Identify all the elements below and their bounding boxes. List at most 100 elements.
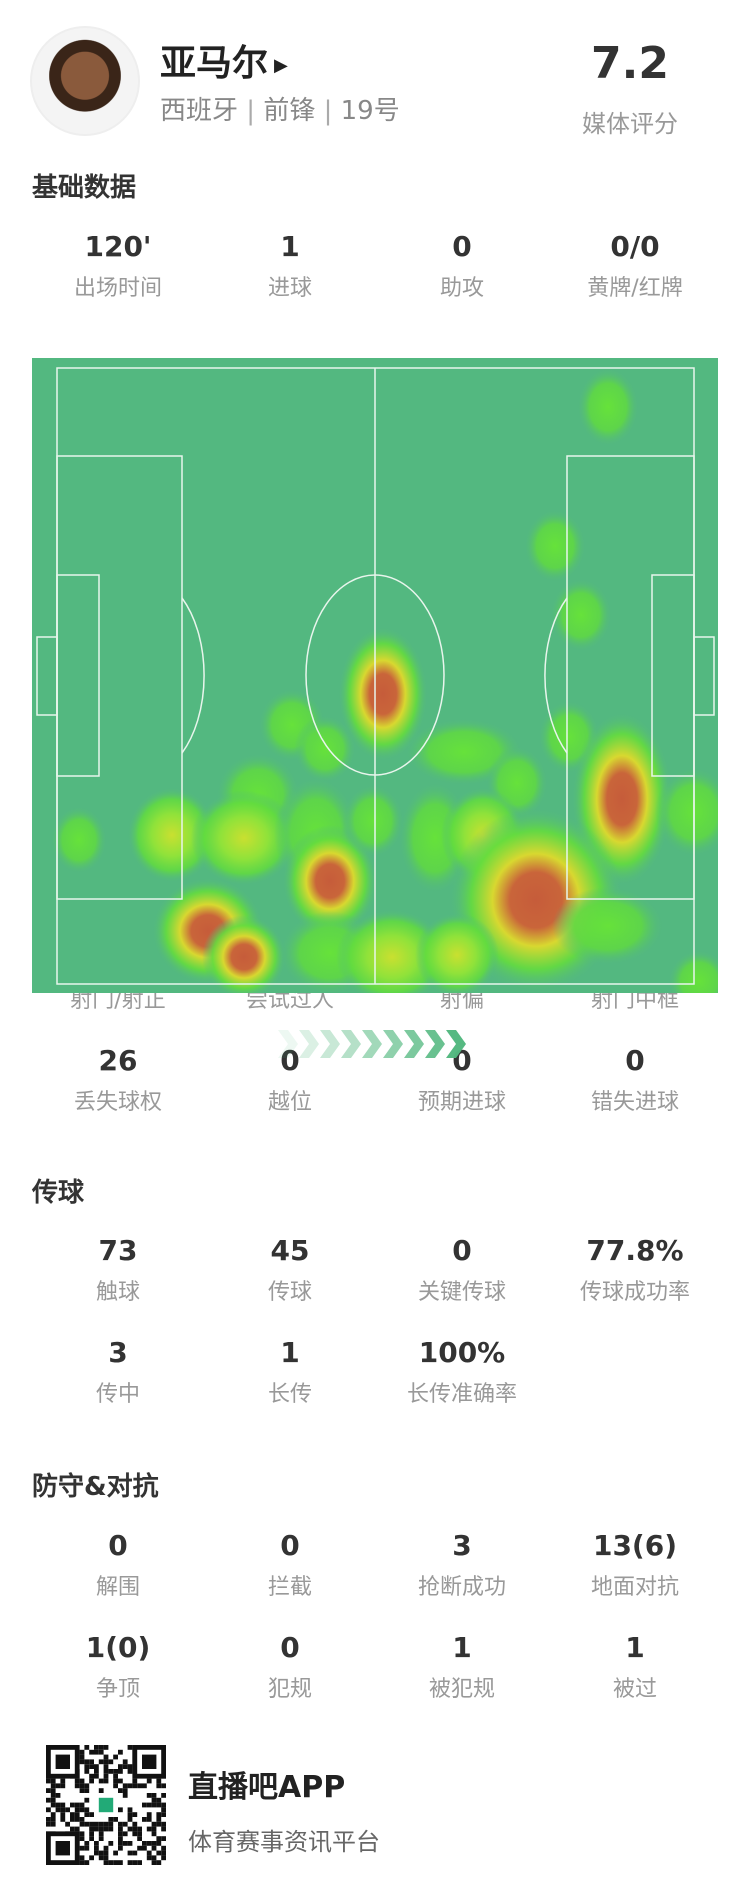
stat-label: 解围	[95, 1575, 140, 1600]
stat-item: 77.8% 传球成功率	[540, 1234, 730, 1306]
stat-label: 传中	[95, 1382, 140, 1407]
stat-label: 地面对抗	[590, 1575, 679, 1600]
stat-label: 出场时间	[73, 276, 162, 301]
position: 前锋	[263, 96, 316, 126]
heat-spot	[51, 806, 107, 874]
player-name-link[interactable]: 亚马尔 ▶	[160, 34, 288, 86]
app-name: 直播吧APP	[188, 1770, 346, 1805]
stat-item: 120' 出场时间	[23, 230, 213, 302]
heat-spot	[127, 787, 217, 883]
stat-label: 黄牌/红牌	[587, 276, 683, 301]
chevron-icon	[341, 1030, 361, 1058]
stat-value: 77.8%	[586, 1234, 684, 1267]
stat-label: 拦截	[267, 1575, 312, 1600]
stat-item: 0 关键传球	[367, 1234, 557, 1306]
qr-code	[46, 1745, 166, 1865]
country: 西班牙	[160, 96, 239, 126]
heat-spot	[550, 578, 612, 652]
stat-value: 0	[625, 1044, 645, 1077]
rating-label: 媒体评分	[582, 110, 678, 138]
stat-label: 犯规	[267, 1677, 312, 1702]
stat-item: 100% 长传准确率	[367, 1336, 557, 1408]
stat-value: 0	[452, 1234, 472, 1267]
pitch-lines	[36, 367, 715, 985]
stat-value: 0	[280, 1529, 300, 1562]
stat-value: 3	[452, 1529, 472, 1562]
app-slogan: 体育赛事资讯平台	[188, 1828, 380, 1856]
chevron-icon	[404, 1030, 424, 1058]
chevron-icon	[362, 1030, 382, 1058]
stat-label: 丢失球权	[73, 1090, 162, 1115]
stat-item: 0 犯规	[195, 1631, 385, 1703]
stat-value: 1(0)	[85, 1631, 151, 1664]
heat-spot	[282, 825, 378, 937]
section-title: 传球	[32, 1178, 85, 1208]
heat-spot	[415, 913, 499, 993]
stat-value: 1	[625, 1631, 645, 1664]
stat-item: 0 越位	[195, 1044, 385, 1116]
stat-label: 争顶	[95, 1677, 140, 1702]
chevron-icon	[425, 1030, 445, 1058]
stat-label: 长传准确率	[406, 1382, 517, 1407]
stat-value: 1	[280, 230, 300, 263]
stat-item: 0/0 黄牌/红牌	[540, 230, 730, 302]
stat-item: 1(0) 争顶	[23, 1631, 213, 1703]
stat-label: 越位	[267, 1090, 312, 1115]
heat-spot	[577, 367, 639, 447]
stat-value: 1	[280, 1336, 300, 1369]
avatar	[30, 26, 140, 136]
rating-value: 7.2	[591, 38, 669, 89]
stat-label: 长传	[267, 1382, 312, 1407]
chevron-icon	[278, 1030, 298, 1058]
stat-value: 3	[108, 1336, 128, 1369]
stat-label: 传球成功率	[579, 1280, 690, 1305]
stat-label: 触球	[95, 1280, 140, 1305]
stat-item: 73 触球	[23, 1234, 213, 1306]
stat-item: 0 助攻	[367, 230, 557, 302]
stat-label: 预期进球	[417, 1090, 506, 1115]
stat-label: 被犯规	[428, 1677, 495, 1702]
stat-label: 传球	[267, 1280, 312, 1305]
stat-value: 45	[270, 1234, 310, 1267]
stat-item: 3 传中	[23, 1336, 213, 1408]
stat-value: 100%	[418, 1336, 506, 1369]
stat-item: 1 被过	[540, 1631, 730, 1703]
player-info: 西班牙 | 前锋 | 19号	[160, 96, 400, 126]
stat-label: 被过	[612, 1677, 657, 1702]
stat-item: 26 丢失球权	[23, 1044, 213, 1116]
section-title: 防守&对抗	[32, 1472, 159, 1502]
stat-item: 0 解围	[23, 1529, 213, 1601]
shirt-number: 19号	[340, 96, 400, 126]
player-name: 亚马尔	[160, 43, 269, 84]
stat-value: 0	[280, 1044, 300, 1077]
stat-item: 1 被犯规	[367, 1631, 557, 1703]
heat-spot	[338, 626, 428, 762]
stat-item: 0 错失进球	[540, 1044, 730, 1116]
heat-spot	[202, 915, 286, 993]
stat-label: 助攻	[439, 276, 484, 301]
stat-value: 73	[98, 1234, 138, 1267]
stat-value: 1	[452, 1631, 472, 1664]
stat-item: 3 抢断成功	[367, 1529, 557, 1601]
heat-spot	[668, 950, 718, 993]
stat-value: 0	[108, 1529, 128, 1562]
chevron-arrows-icon	[278, 1030, 466, 1058]
stat-value: 0	[280, 1631, 300, 1664]
stat-label: 关键传球	[417, 1280, 506, 1305]
triangle-right-icon: ▶	[274, 54, 288, 76]
stat-item: 45 传球	[195, 1234, 385, 1306]
heat-spot	[552, 886, 664, 966]
heat-spot	[342, 784, 404, 858]
heat-spot	[294, 715, 356, 783]
chevron-icon	[383, 1030, 403, 1058]
chevron-icon	[320, 1030, 340, 1058]
stat-label: 进球	[267, 276, 312, 301]
section-title: 基础数据	[32, 173, 137, 203]
stat-value: 26	[98, 1044, 138, 1077]
chevron-icon	[446, 1030, 466, 1058]
stat-label: 错失进球	[590, 1090, 679, 1115]
stat-item: 1 进球	[195, 230, 385, 302]
heatmap	[32, 358, 718, 993]
stat-item: 0 拦截	[195, 1529, 385, 1601]
stat-value: 0/0	[610, 230, 660, 263]
